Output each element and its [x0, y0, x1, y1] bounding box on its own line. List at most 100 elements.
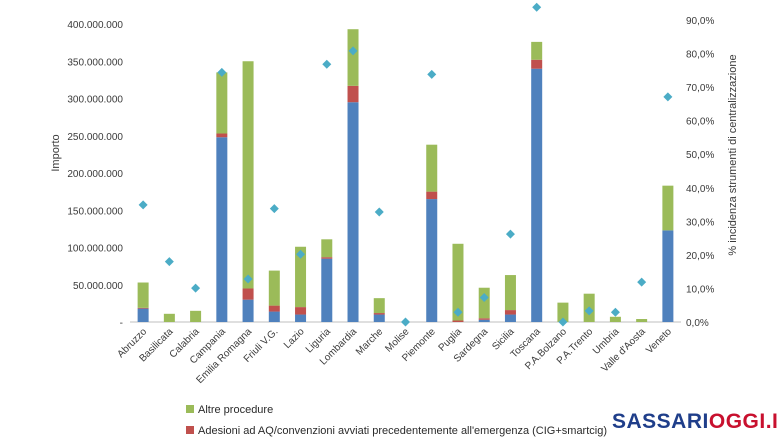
bar-segment-base [662, 230, 674, 322]
y2-tick-group: 0,0% 10,0% 20,0% 30,0% 40,0% 50,0% 60,0% 70,0% 8… [686, 16, 714, 329]
bar-segment-altre [662, 185, 674, 231]
legend-label-altre: Altre procedure [198, 404, 273, 416]
bar-segment-base [321, 258, 333, 322]
legend-swatch-adesioni [186, 426, 194, 434]
y-tick-group: - 50.000.000 100.000.000 150.000.000 200.000… [67, 20, 123, 329]
bar-segment-adesioni [504, 310, 516, 315]
bar-segment-altre [373, 298, 385, 314]
y2-axis-title: % incidenza strumenti di centralizzazion… [727, 54, 739, 255]
legend-swatch-altre [186, 405, 194, 413]
bar-segment-altre [295, 246, 307, 308]
y-tick-label: 400.000.000 [67, 20, 123, 31]
percent-marker [296, 249, 306, 259]
bar-segment-altre [347, 29, 359, 86]
brand-part1: SASSARI [612, 410, 709, 433]
y-tick-label: 100.000.000 [67, 244, 123, 255]
y-tick-label: 300.000.000 [67, 95, 123, 106]
bar-segment-adesioni [268, 305, 280, 312]
percent-marker [322, 59, 332, 69]
bar-segment-altre [321, 239, 333, 258]
bar-segment-base [242, 299, 254, 322]
category-label-group: AbruzzoBasilicataCalabriaCampaniaEmilia … [116, 326, 675, 386]
bar-segment-adesioni [347, 85, 359, 103]
svg-text:SASSARIOGGI.IT: SASSARIOGGI.IT [612, 410, 777, 433]
y2-tick-label: 90,0% [686, 16, 714, 27]
bar-segment-base [137, 308, 149, 322]
y2-tick-label: 0,0% [686, 318, 709, 329]
bar-segment-base [347, 102, 359, 322]
brand-logo: SASSARIOGGI.IT [612, 410, 777, 433]
y2-tick-label: 80,0% [686, 50, 714, 61]
legend-label-adesioni: Adesioni ad AQ/convenzioni avviati prece… [198, 425, 607, 437]
y-tick-label: 250.000.000 [67, 132, 123, 143]
bar-segment-altre [557, 302, 569, 322]
bar-segment-base [295, 314, 307, 322]
percent-marker-group [138, 2, 673, 327]
bar-segment-base [426, 199, 438, 322]
y2-tick-label: 60,0% [686, 117, 714, 128]
bar-segment-adesioni [216, 133, 228, 138]
bar-segment-altre [190, 310, 202, 322]
bar-segment-base [268, 311, 280, 322]
percent-marker [453, 307, 463, 317]
bar-segment-adesioni [137, 307, 149, 309]
category-label: Marche [354, 326, 386, 358]
bar-segment-altre [137, 282, 149, 308]
y2-tick-label: 20,0% [686, 251, 714, 262]
percent-marker [558, 317, 568, 327]
category-label: Veneto [644, 326, 674, 356]
bar-segment-altre [452, 243, 464, 321]
bar-segment-altre [216, 72, 228, 134]
percent-marker [191, 283, 201, 293]
percent-marker [427, 69, 437, 79]
bar-stack-group [137, 29, 674, 322]
y-tick-label: 350.000.000 [67, 57, 123, 68]
percent-marker [479, 293, 489, 303]
percent-marker [663, 92, 673, 102]
bar-segment-adesioni [242, 288, 254, 300]
bar-segment-altre [504, 275, 516, 311]
bar-segment-altre [531, 41, 543, 60]
percent-marker [401, 317, 410, 327]
bar-segment-adesioni [452, 320, 464, 322]
y2-tick-label: 10,0% [686, 284, 714, 295]
bar-segment-adesioni [531, 59, 543, 69]
bar-segment-altre [242, 61, 254, 289]
percent-marker [584, 306, 594, 316]
bar-segment-adesioni [321, 257, 333, 259]
y2-tick-label: 30,0% [686, 217, 714, 228]
bar-segment-base [478, 319, 490, 322]
percent-marker [637, 277, 647, 287]
y-tick-label: 150.000.000 [67, 206, 123, 217]
bar-segment-adesioni [295, 307, 307, 315]
y-tick-label: - [120, 318, 123, 329]
legend: Altre procedure Adesioni ad AQ/convenzio… [186, 404, 607, 437]
y2-tick-label: 40,0% [686, 184, 714, 195]
percent-marker [374, 207, 384, 217]
y2-tick-label: 50,0% [686, 150, 714, 161]
bar-segment-base [216, 137, 228, 322]
bar-segment-altre [636, 319, 648, 322]
percent-marker [610, 307, 620, 317]
percent-marker [348, 46, 358, 56]
bar-segment-base [373, 314, 385, 322]
percent-marker [164, 257, 174, 267]
percent-marker [138, 200, 148, 210]
y-tick-label: 50.000.000 [73, 281, 123, 292]
bar-segment-altre [426, 144, 438, 192]
bar-segment-altre [268, 270, 280, 306]
bar-segment-adesioni [426, 191, 438, 200]
y2-tick-label: 70,0% [686, 83, 714, 94]
bar-segment-adesioni [478, 318, 490, 320]
bar-segment-altre [163, 313, 175, 322]
bar-segment-base [504, 314, 516, 322]
y-tick-label: 200.000.000 [67, 169, 123, 180]
bar-segment-altre [609, 316, 621, 322]
brand-part2: OGGI.IT [709, 410, 777, 433]
bar-segment-altre [478, 287, 490, 319]
percent-marker [269, 204, 279, 214]
y-axis-title: Importo [50, 134, 62, 171]
percent-marker [532, 2, 542, 12]
bar-segment-base [531, 68, 543, 322]
